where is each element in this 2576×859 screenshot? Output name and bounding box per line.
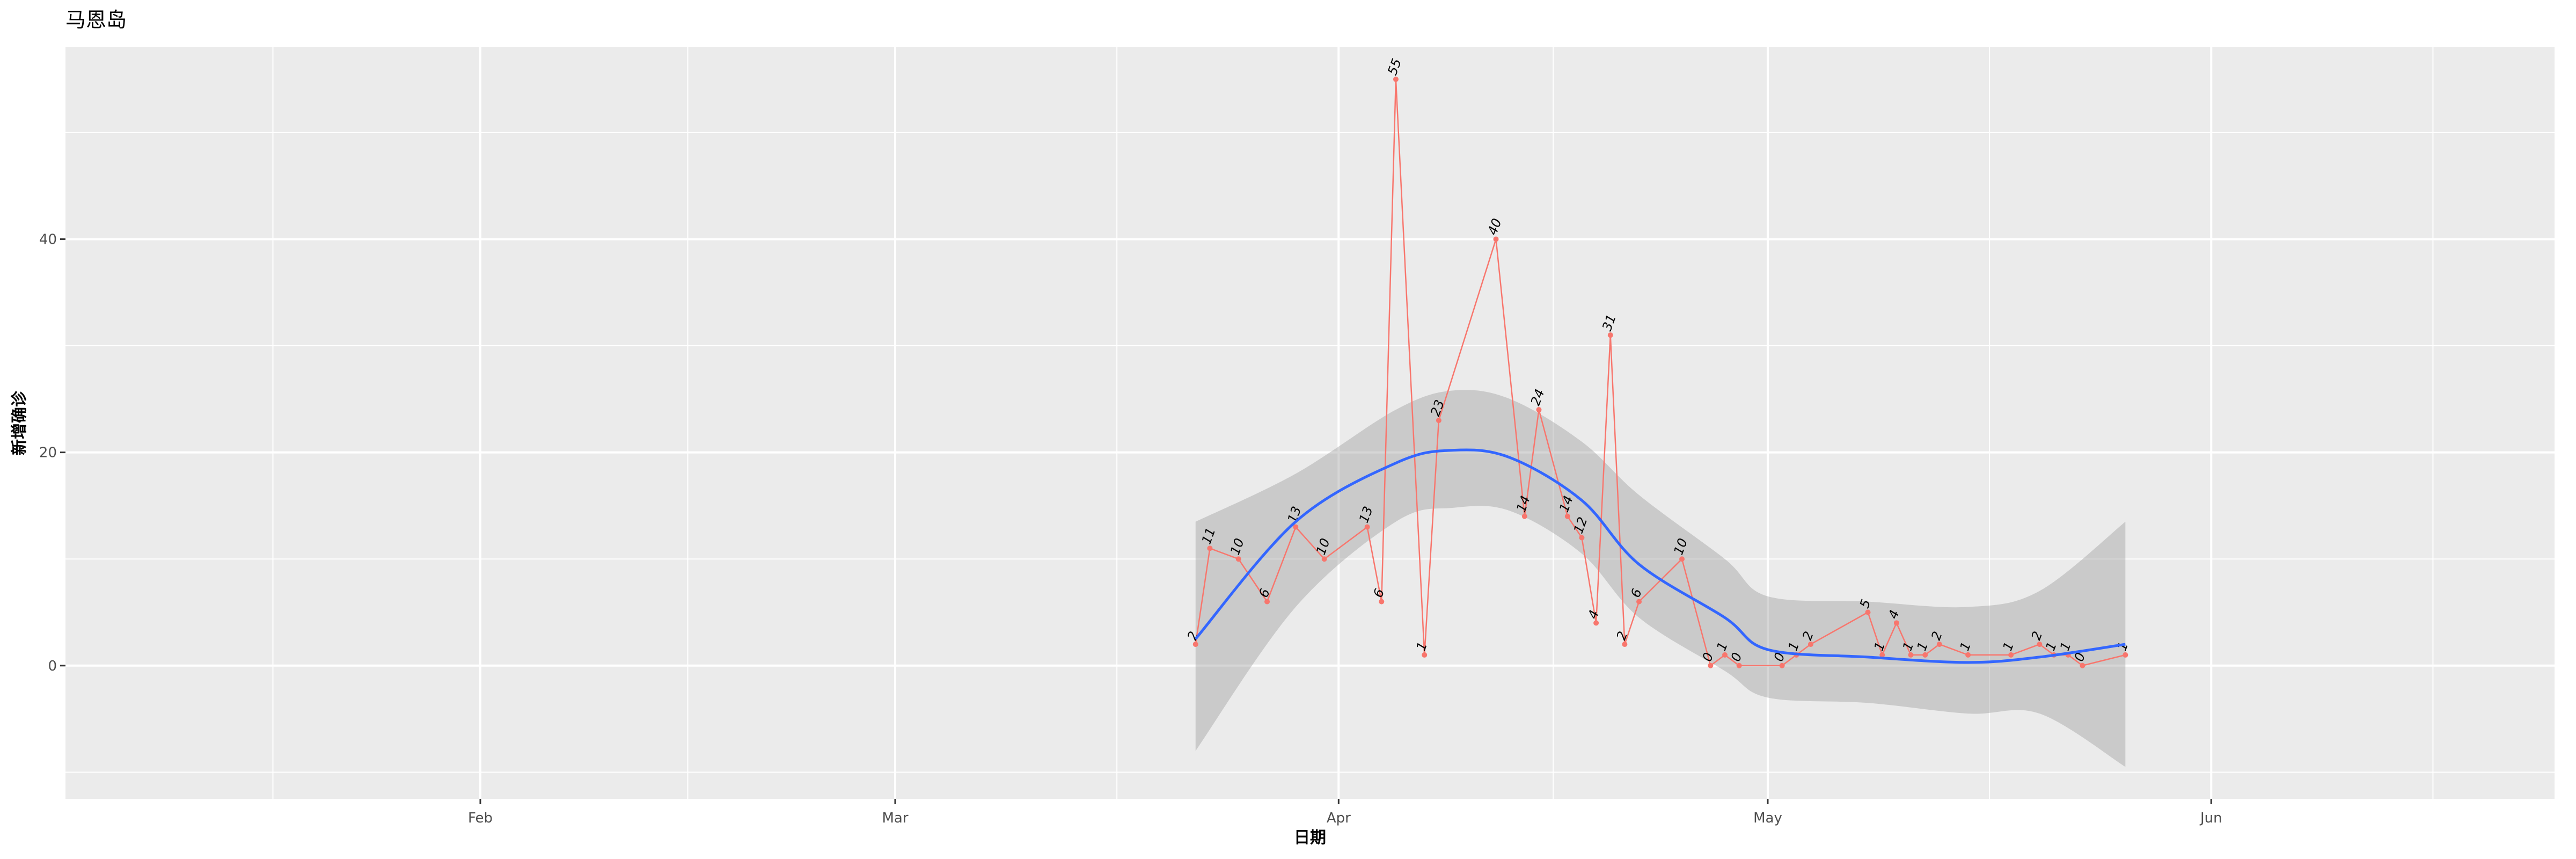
data-point — [1908, 652, 1914, 658]
data-point — [1736, 663, 1742, 668]
data-point — [2008, 652, 2014, 658]
x-axis: Feb Mar Apr May Jun — [468, 799, 2222, 826]
data-point — [1192, 642, 1198, 647]
data-point — [2080, 663, 2085, 668]
data-point — [1779, 663, 1785, 668]
chart-title: 马恩岛 — [65, 8, 127, 32]
data-point — [1807, 642, 1813, 647]
data-point — [1536, 407, 1542, 413]
data-point — [1521, 513, 1527, 519]
data-point — [1936, 642, 1942, 647]
data-point — [1622, 642, 1628, 647]
data-point — [2037, 642, 2043, 647]
data-point — [1593, 620, 1599, 626]
data-point — [1264, 599, 1270, 605]
smooth-trend-line — [1194, 448, 2126, 664]
data-point — [1207, 545, 1213, 551]
data-point — [1708, 663, 1714, 668]
smooth-layer — [1194, 448, 2126, 664]
y-axis-title: 新增确诊 — [10, 390, 29, 455]
y-tick-label: 40 — [39, 231, 57, 247]
x-axis-title: 日期 — [1294, 828, 1326, 847]
data-point — [1922, 652, 1928, 658]
y-axis: 0 20 40 — [39, 231, 65, 674]
x-tick-label: Feb — [468, 810, 493, 826]
data-point — [1865, 609, 1871, 615]
data-point — [1579, 535, 1585, 541]
data-point — [1679, 556, 1685, 562]
data-point — [1235, 556, 1241, 562]
data-point — [1379, 599, 1385, 605]
data-point — [1393, 76, 1399, 82]
data-point — [1364, 524, 1370, 530]
x-tick-label: Jun — [2199, 810, 2222, 826]
y-tick-label: 20 — [39, 445, 57, 461]
data-point — [1607, 332, 1613, 338]
data-point — [1321, 556, 1327, 562]
x-tick-label: Apr — [1327, 810, 1351, 826]
major-gridlines — [65, 47, 2555, 799]
data-point — [1879, 652, 1885, 658]
data-point — [1893, 620, 1899, 626]
data-point — [1493, 236, 1499, 242]
y-tick-label: 0 — [48, 658, 57, 674]
data-point — [1965, 652, 1971, 658]
data-point — [1436, 418, 1441, 424]
data-point — [2123, 652, 2128, 658]
plot-panel — [65, 47, 2555, 799]
x-tick-label: May — [1753, 810, 1782, 826]
data-point — [1422, 652, 1428, 658]
data-point — [1293, 524, 1299, 530]
data-point — [1564, 513, 1570, 519]
data-point — [1636, 599, 1642, 605]
data-point — [1722, 652, 1728, 658]
x-tick-label: Mar — [882, 810, 908, 826]
